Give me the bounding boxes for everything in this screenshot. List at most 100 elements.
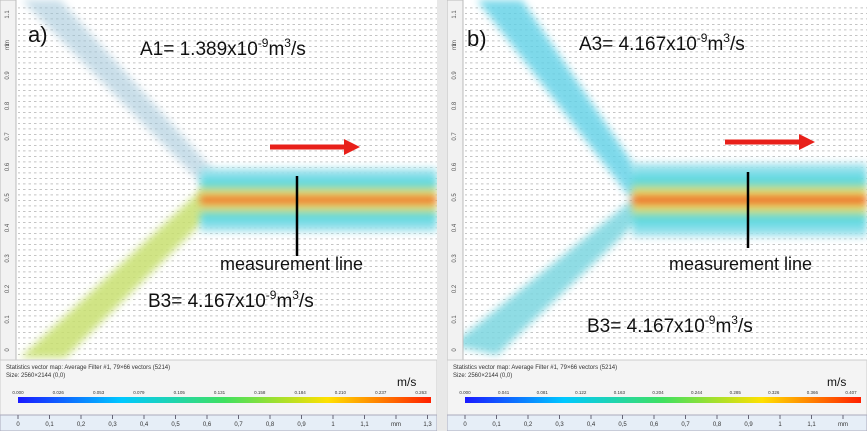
colorbar-tick-label: 0.000 — [12, 390, 24, 395]
colorbar-tick-label: 0.041 — [498, 390, 510, 395]
y-unit: mm — [452, 40, 458, 50]
y-tick-label: 0.4 — [5, 223, 11, 232]
footer — [447, 359, 867, 416]
colorbar-tick-label: 0.079 — [133, 390, 145, 395]
inlet-upper — [477, 0, 652, 196]
inlet-lower — [452, 200, 652, 355]
y-tick-label: 0.5 — [5, 193, 11, 202]
x-tick-label: 0 — [463, 422, 467, 428]
footer — [0, 359, 437, 416]
y-tick-label: 0.9 — [5, 71, 11, 80]
colorbar-tick-label: 0.210 — [335, 390, 347, 395]
y-tick-label: 0.1 — [5, 315, 11, 324]
x-tick-label: mm — [838, 422, 848, 428]
x-tick-label: mm — [391, 422, 401, 428]
x-tick-label: 0,3 — [108, 422, 117, 428]
y-tick-label: 0.7 — [452, 132, 458, 141]
y-tick-label: 0.1 — [452, 315, 458, 324]
x-tick-label: 0 — [16, 422, 20, 428]
colorbar-tick-label: 0.407 — [845, 390, 857, 395]
flow-suffix: /s — [291, 39, 306, 60]
flow-suffix: /s — [738, 316, 753, 337]
y-tick-label: 0.3 — [452, 254, 458, 263]
colorbar-tick-label: 0.081 — [537, 390, 549, 395]
x-tick-label: 0,2 — [524, 422, 533, 428]
flow-prefix: B3= 4.167x10 — [587, 316, 705, 337]
colorbar-unit: m/s — [397, 375, 416, 389]
flow-suffix: /s — [299, 291, 314, 312]
flow-suffix: /s — [730, 34, 745, 55]
colorbar-tick-label: 0.105 — [174, 390, 186, 395]
y-tick-label: 0.6 — [5, 162, 11, 171]
y-tick-label: 0.4 — [452, 223, 458, 232]
flow-unit: m — [715, 316, 731, 337]
flow-unit-exponent: 3 — [731, 313, 738, 327]
x-tick-label: 0,5 — [618, 422, 627, 428]
y-tick-label: 1 — [452, 43, 458, 47]
x-axis — [0, 414, 437, 431]
size-text: Size: 2560×2144 (0,0) — [6, 373, 65, 379]
x-tick-label: 0,1 — [492, 422, 501, 428]
colorbar-tick-label: 0.184 — [294, 390, 306, 395]
x-tick-label: 0,7 — [234, 422, 243, 428]
colorbar-tick-label: 0.237 — [375, 390, 387, 395]
flow-unit: m — [276, 291, 292, 312]
stats-text: Statistics vector map: Average Filter #1… — [6, 365, 170, 371]
colorbar-tick-label: 0.053 — [93, 390, 105, 395]
y-tick-label: 0.3 — [5, 254, 11, 263]
colorbar-tick-label: 0.000 — [459, 390, 471, 395]
colorbar-tick-label: 0.326 — [768, 390, 780, 395]
flow-rate: B3= 4.167x10-9m3/s — [587, 313, 753, 337]
y-tick-label: 0 — [5, 348, 11, 352]
x-tick-label: 0,6 — [203, 422, 212, 428]
x-tick-label: 1 — [778, 422, 782, 428]
x-tick-label: 0,2 — [77, 422, 86, 428]
y-tick-label: 1.1 — [5, 10, 11, 19]
flow-exponent: -9 — [697, 31, 708, 45]
y-tick-label: 1.1 — [452, 10, 458, 19]
colorbar-tick-label: 0.158 — [254, 390, 266, 395]
y-tick-label: 1 — [5, 43, 11, 47]
inlet-lower — [20, 186, 225, 358]
colorbar-tick-label: 0.131 — [214, 390, 226, 395]
x-tick-label: 0,8 — [266, 422, 275, 428]
y-axis — [447, 0, 464, 361]
x-tick-label: 0,9 — [744, 422, 753, 428]
panel: 00.10.20.30.40.50.60.70.80.911.1mm a)A1= … — [0, 0, 437, 431]
x-tick-label: 0,1 — [45, 422, 54, 428]
flow-exponent: -9 — [705, 313, 716, 327]
y-tick-label: 0.6 — [452, 162, 458, 171]
colorbar-tick-label: 0.204 — [652, 390, 664, 395]
colorbar-tick-label: 0.122 — [575, 390, 587, 395]
flow-unit: m — [707, 34, 723, 55]
y-tick-label: 0.8 — [452, 101, 458, 110]
y-tick-label: 0.2 — [5, 284, 11, 293]
y-tick-label: 0 — [452, 348, 458, 352]
x-tick-label: 0,3 — [555, 422, 564, 428]
x-tick-label: 1,1 — [360, 422, 369, 428]
colorbar-tick-label: 0.285 — [730, 390, 742, 395]
colorbar-tick-label: 0.366 — [807, 390, 819, 395]
y-axis — [0, 0, 17, 361]
colorbar — [18, 397, 431, 403]
x-tick-label: 0,4 — [587, 422, 596, 428]
measurement-label: measurement line — [220, 254, 363, 274]
flow-arrowhead — [344, 139, 360, 155]
flow-exponent: -9 — [258, 36, 269, 50]
size-text: Size: 2560×2144 (0,0) — [453, 373, 512, 379]
panel: 00.10.20.30.40.50.60.70.80.911.1mm b) A3= … — [447, 0, 867, 431]
flow-arrowhead — [799, 134, 815, 150]
flow-prefix: A3= 4.167x10 — [579, 34, 697, 55]
colorbar-tick-label: 0.263 — [415, 390, 427, 395]
y-tick-label: 0.2 — [452, 284, 458, 293]
y-unit: mm — [5, 40, 11, 50]
flow-prefix: B3= 4.167x10 — [148, 291, 266, 312]
flow-rate: A3= 4.167x10-9m3/s — [579, 31, 745, 55]
flow-rate: B3= 4.167x10-9m3/s — [148, 288, 314, 312]
y-tick-label: 0.8 — [5, 101, 11, 110]
colorbar — [465, 397, 861, 403]
flow-unit: m — [268, 39, 284, 60]
measurement-label: measurement line — [669, 254, 812, 274]
colorbar-tick-label: 0.244 — [691, 390, 703, 395]
